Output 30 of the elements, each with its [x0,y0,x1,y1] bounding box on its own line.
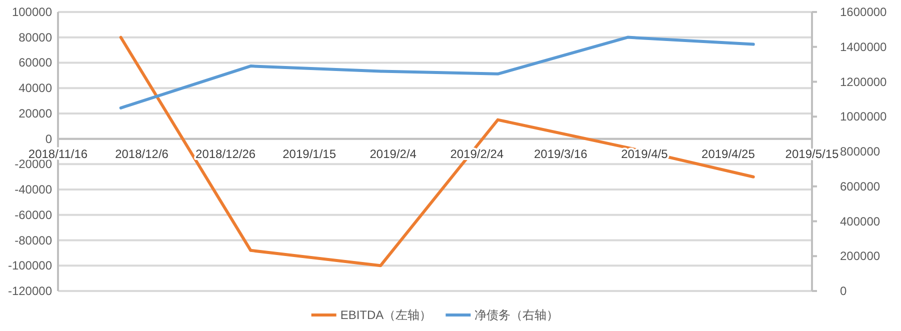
y2-tick-label: 1200000 [840,74,888,89]
y-tick-label: -120000 [8,284,52,298]
x-tick-label: 2019/4/25 [702,146,756,161]
x-tick-label: 2018/12/26 [196,146,256,161]
legend-label: 净债务（右轴） [474,308,559,322]
y-tick-label: -40000 [14,182,52,197]
x-tick-label: 2018/12/6 [115,146,169,161]
y2-tick-label: 1000000 [840,110,888,124]
x-tick-label: 2019/2/4 [370,146,417,161]
y-tick-label: 20000 [18,106,52,120]
y-tick-label: -60000 [14,208,52,222]
legend-label: EBITDA（左轴） [340,308,432,322]
y-tick-label: -100000 [8,258,52,273]
y2-tick-label: 800000 [840,144,880,158]
y-tick-label: -80000 [14,233,52,248]
y-tick-label: 80000 [18,30,52,44]
x-tick-label: 2019/1/15 [282,146,336,161]
x-tick-label: 2019/5/15 [785,146,840,161]
y-tick-label: 100000 [12,5,52,19]
y-tick-label: 60000 [18,56,52,70]
y-tick-label: 0 [45,132,52,146]
y-tick-label: 40000 [18,81,52,96]
y2-tick-label: 0 [840,284,847,298]
x-tick-label: 2019/3/16 [534,146,588,161]
y2-tick-label: 1600000 [840,5,888,19]
y2-tick-label: 600000 [840,179,880,194]
line-series [119,36,755,110]
y2-tick-label: 400000 [840,214,880,228]
y2-tick-label: 1400000 [840,40,888,54]
y2-tick-label: 200000 [840,249,880,264]
